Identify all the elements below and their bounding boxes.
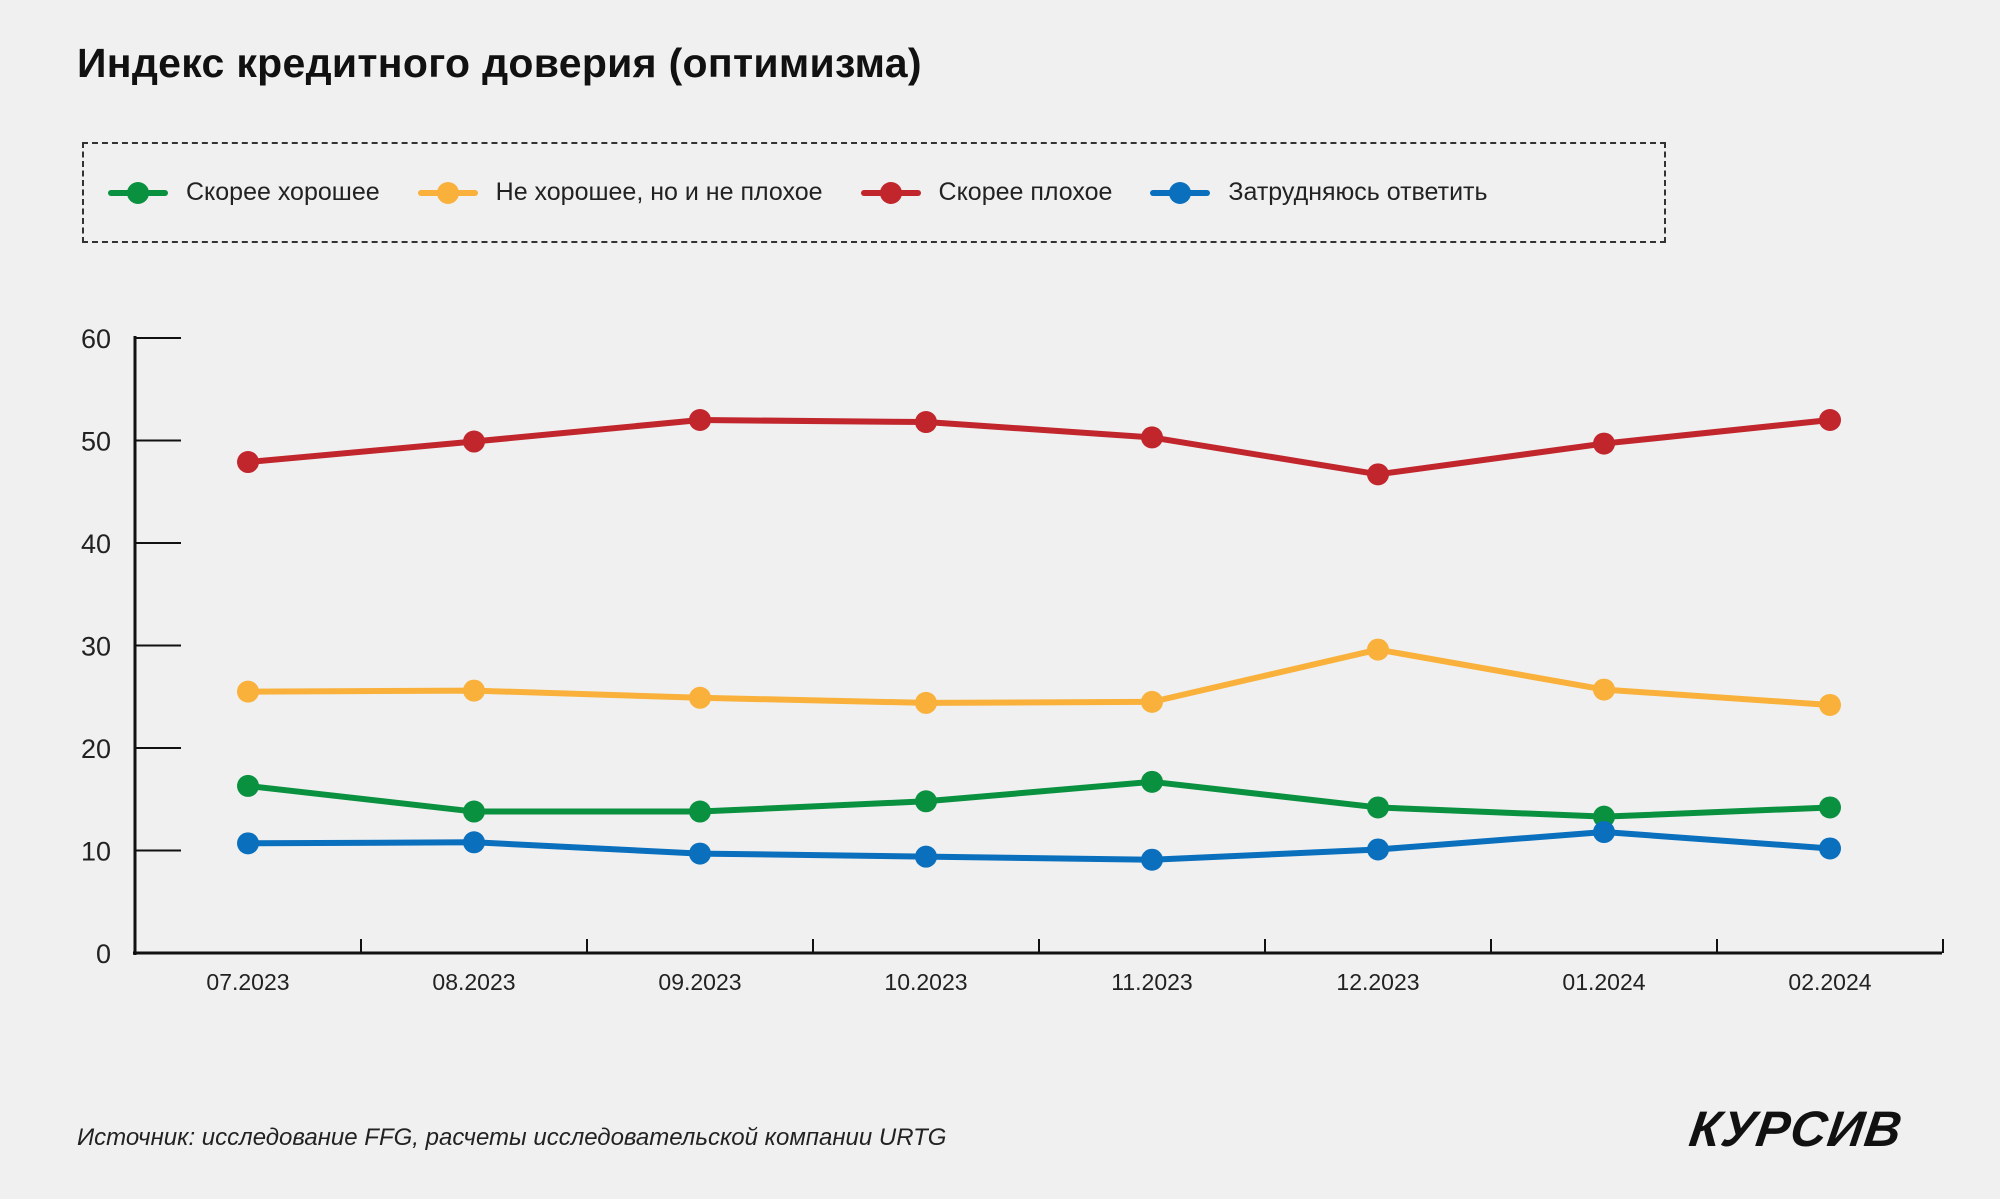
legend: Скорее хорошее Не хорошее, но и не плохо…	[82, 142, 1666, 243]
data-point	[915, 790, 937, 813]
data-point	[1141, 426, 1163, 449]
data-point	[689, 686, 711, 709]
data-point	[1819, 409, 1841, 431]
data-point	[1141, 848, 1163, 871]
series-line-0	[247, 778, 1831, 820]
legend-marker-icon	[860, 181, 921, 204]
y-tick-label: 40	[81, 529, 111, 559]
kursiv-logo: КУРСИВ	[1686, 1101, 1907, 1157]
data-point	[915, 845, 937, 868]
data-point	[237, 451, 259, 474]
data-point	[237, 680, 259, 703]
data-point	[1367, 463, 1389, 486]
y-tick-label: 60	[81, 324, 111, 354]
x-tick-label: 09.2023	[658, 969, 741, 995]
x-tick-label: 07.2023	[206, 969, 289, 995]
data-point	[1141, 770, 1163, 793]
x-tick-label: 10.2023	[884, 969, 967, 995]
data-point	[689, 842, 711, 865]
data-point	[915, 411, 937, 434]
data-point	[1367, 838, 1389, 861]
chart-title: Индекс кредитного доверия (оптимизма)	[77, 40, 922, 86]
series-line-1	[247, 646, 1831, 708]
legend-marker-icon	[1150, 181, 1211, 204]
data-point	[1593, 678, 1615, 701]
data-point	[1819, 837, 1841, 860]
data-point	[463, 800, 485, 823]
x-tick-label: 12.2023	[1336, 969, 1419, 995]
y-tick-label: 20	[81, 734, 111, 764]
data-point	[1593, 821, 1615, 844]
series-line-3	[247, 829, 1831, 863]
data-point	[1819, 693, 1841, 716]
data-point	[1593, 805, 1615, 828]
x-tick-label: 11.2023	[1111, 969, 1192, 995]
y-tick-label: 30	[81, 632, 111, 662]
legend-marker-icon	[108, 181, 168, 204]
series-line-2	[247, 417, 1831, 478]
data-point	[463, 679, 485, 702]
y-tick-label: 0	[96, 939, 111, 969]
legend-label: Не хорошее, но и не плохое	[495, 178, 823, 206]
data-point	[915, 691, 937, 714]
data-point	[689, 800, 711, 823]
legend-item: Скорее плохое	[860, 178, 1113, 207]
legend-item: Не хорошее, но и не плохое	[417, 178, 823, 207]
data-point	[237, 774, 259, 797]
legend-item: Затрудняюсь ответить	[1150, 178, 1488, 207]
x-tick-label: 08.2023	[432, 969, 515, 995]
y-tick-label: 10	[81, 837, 111, 867]
source-note: Источник: исследование FFG, расчеты иссл…	[77, 1124, 947, 1151]
data-point	[1819, 796, 1841, 819]
legend-label: Затрудняюсь ответить	[1228, 178, 1488, 206]
y-tick-label: 50	[81, 427, 111, 457]
legend-label: Скорее плохое	[938, 178, 1113, 206]
data-point	[1367, 796, 1389, 819]
legend-label: Скорее хорошее	[186, 178, 380, 206]
data-point	[1141, 690, 1163, 713]
x-tick-label: 02.2024	[1788, 969, 1871, 995]
data-point	[463, 831, 485, 854]
data-point	[1367, 638, 1389, 661]
data-point	[237, 832, 259, 855]
data-point	[689, 409, 711, 431]
legend-item: Скорее хорошее	[108, 178, 380, 207]
x-tick-label: 01.2024	[1562, 969, 1645, 995]
data-point	[1593, 432, 1615, 455]
data-point	[463, 430, 485, 453]
legend-marker-icon	[417, 181, 478, 204]
